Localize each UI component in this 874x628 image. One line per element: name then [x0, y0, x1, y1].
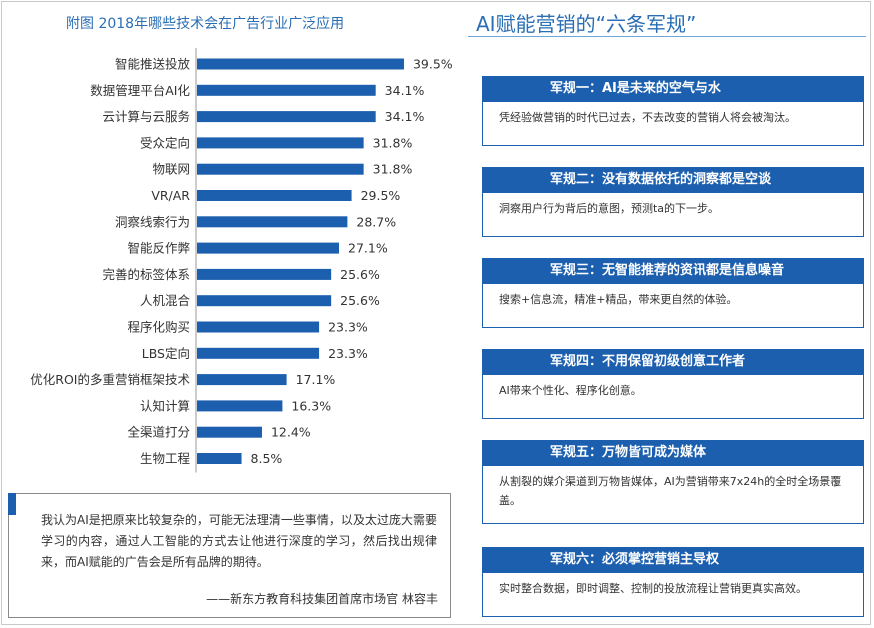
bar	[197, 242, 340, 254]
chart-panel: 智能推送投放 39.5% 数据管理平台AI化 34.1% 云计算与云服务 34.1% 受众定…	[8, 8, 458, 486]
bar	[197, 137, 364, 149]
bar	[197, 268, 332, 280]
bar	[197, 374, 287, 386]
quote-attribution: ——新东方教育科技集团首席市场官 林容丰	[206, 592, 438, 606]
category-label: 认知计算	[140, 398, 190, 413]
value-label: 23.3%	[328, 320, 368, 335]
category-label: 物联网	[152, 162, 190, 177]
bar	[197, 84, 376, 96]
rules-title: AI赋能营销的“六条军规”	[476, 12, 697, 36]
rule-heading: 军规一：AI是未来的空气与水	[482, 76, 864, 102]
bar	[197, 163, 364, 175]
quote-accent-bar	[8, 493, 16, 515]
category-label: 优化ROI的多重营销框架技术	[30, 372, 190, 387]
quote-text: 我认为AI是把原来比较复杂的，可能无法理清一些事情，以及太过庞大需要学习的内容，…	[41, 513, 437, 569]
chart-title: 附图 2018年哪些技术会在广告行业广泛应用	[66, 16, 345, 32]
value-label: 23.3%	[328, 346, 368, 361]
category-label: 程序化购买	[127, 320, 190, 335]
rule-description: AI带来个性化、程序化创意。	[482, 375, 864, 419]
category-label: 数据管理平台AI化	[90, 83, 190, 98]
value-label: 39.5%	[413, 57, 453, 72]
bar	[197, 426, 262, 438]
value-label: 25.6%	[340, 267, 380, 282]
rule-card-2: 军规二：没有数据依托的洞察都是空谈 洞察用户行为背后的意图，预测ta的下一步。	[482, 167, 864, 237]
bar	[197, 111, 376, 123]
value-label: 29.5%	[361, 188, 401, 203]
rule-description: 洞察用户行为背后的意图，预测ta的下一步。	[482, 193, 864, 237]
rule-card-4: 军规四：不用保留初级创意工作者 AI带来个性化、程序化创意。	[482, 349, 864, 419]
category-label: 受众定向	[140, 135, 190, 150]
category-label: 全渠道打分	[127, 425, 190, 440]
quote-box: 我认为AI是把原来比较复杂的，可能无法理清一些事情，以及太过庞大需要学习的内容，…	[8, 493, 451, 618]
bar	[197, 400, 283, 412]
category-label: 人机混合	[140, 293, 191, 308]
value-label: 27.1%	[348, 241, 388, 256]
bar	[197, 58, 404, 70]
rule-description: 凭经验做营销的时代已过去，不去改变的营销人将会被淘汰。	[482, 102, 864, 146]
rule-heading: 军规四：不用保留初级创意工作者	[482, 349, 864, 375]
rule-card-6: 军规六：必须掌控营销主导权 实时整合数据，即时调整、控制的投放流程让营销更真实高…	[482, 547, 864, 617]
value-label: 12.4%	[271, 425, 311, 440]
value-label: 34.1%	[385, 109, 425, 124]
category-label: VR/AR	[151, 188, 190, 203]
category-label: 洞察线索行为	[115, 214, 190, 229]
bar-chart: 智能推送投放 39.5% 数据管理平台AI化 34.1% 云计算与云服务 34.1% 受众定…	[30, 48, 453, 473]
category-label: LBS定向	[142, 346, 190, 361]
rule-description: 从割裂的媒介渠道到万物皆媒体，AI为营销带来7x24h的全时全场景覆盖。	[482, 466, 864, 524]
bar	[197, 190, 352, 201]
rule-card-1: 军规一：AI是未来的空气与水 凭经验做营销的时代已过去，不去改变的营销人将会被淘…	[482, 76, 864, 146]
value-label: 31.8%	[373, 162, 413, 177]
category-label: 智能推送投放	[115, 57, 191, 72]
value-label: 28.7%	[356, 214, 396, 229]
rule-heading: 军规二：没有数据依托的洞察都是空谈	[482, 167, 864, 193]
category-label: 生物工程	[140, 451, 191, 466]
bar	[197, 295, 332, 307]
title-divider	[468, 36, 866, 37]
value-label: 17.1%	[296, 372, 336, 387]
rule-description: 实时整合数据，即时调整、控制的投放流程让营销更真实高效。	[482, 573, 864, 617]
rule-heading: 军规三：无智能推荐的资讯都是信息噪音	[482, 258, 864, 284]
value-label: 31.8%	[373, 135, 413, 150]
rule-heading: 军规五：万物皆可成为媒体	[482, 440, 864, 466]
bar	[197, 453, 242, 464]
rule-heading: 军规六：必须掌控营销主导权	[482, 547, 864, 573]
bar	[197, 216, 348, 228]
value-label: 16.3%	[291, 398, 331, 413]
category-label: 智能反作弊	[127, 241, 190, 256]
value-label: 25.6%	[340, 293, 380, 308]
value-label: 8.5%	[251, 451, 283, 466]
rule-card-3: 军规三：无智能推荐的资讯都是信息噪音 搜索+信息流，精准+精品，带来更自然的体验…	[482, 258, 864, 328]
category-label: 云计算与云服务	[102, 109, 190, 124]
bar	[197, 347, 320, 359]
rule-description: 搜索+信息流，精准+精品，带来更自然的体验。	[482, 284, 864, 328]
value-label: 34.1%	[385, 83, 425, 98]
bar	[197, 321, 320, 333]
rule-card-5: 军规五：万物皆可成为媒体 从割裂的媒介渠道到万物皆媒体，AI为营销带来7x24h…	[482, 440, 864, 524]
category-label: 完善的标签体系	[102, 267, 190, 282]
